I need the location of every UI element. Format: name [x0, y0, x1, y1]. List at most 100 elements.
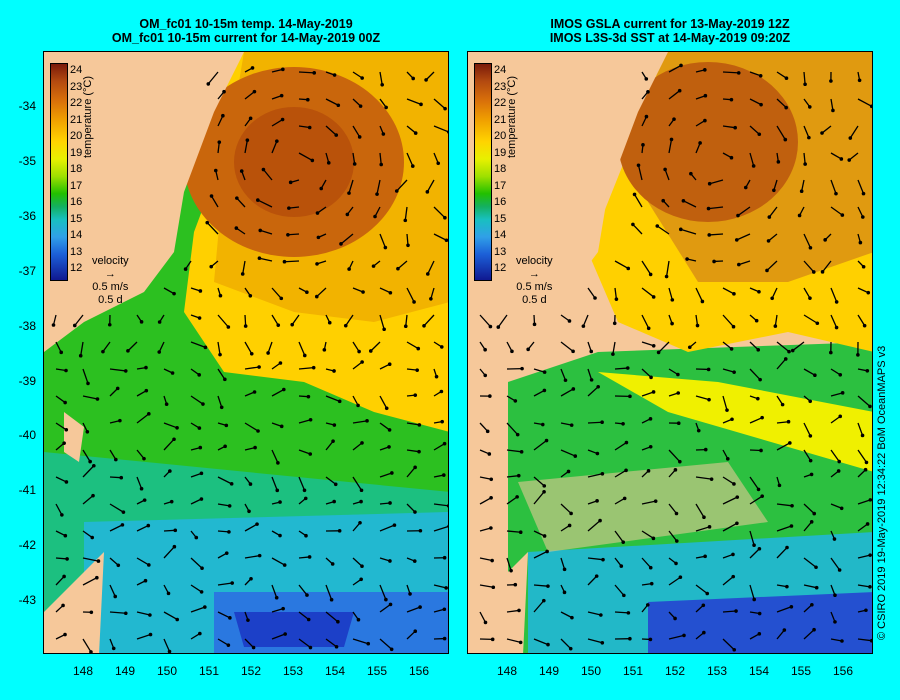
current-arrow-head-icon: [734, 238, 739, 242]
current-arrow-icon: [641, 341, 654, 347]
current-arrow-head-icon: [759, 102, 763, 107]
current-arrow-icon: [325, 476, 337, 485]
current-arrow-head-icon: [248, 482, 253, 486]
current-arrow-icon: [298, 125, 310, 129]
current-arrow-head-icon: [782, 628, 787, 632]
current-arrow-head-icon: [410, 164, 415, 168]
current-arrow-head-icon: [443, 106, 447, 111]
current-arrow-head-icon: [307, 125, 312, 130]
current-arrow-head-icon: [305, 290, 309, 295]
current-arrow-icon: [821, 125, 832, 134]
x-tick-label: 148: [73, 664, 94, 678]
current-arrow-icon: [217, 115, 224, 127]
current-arrow-head-icon: [736, 213, 740, 218]
current-arrow-head-icon: [327, 320, 332, 325]
current-arrow-icon: [298, 366, 314, 370]
current-arrow-icon: [396, 179, 408, 192]
current-arrow-icon: [244, 422, 259, 432]
x-tick-label: 153: [707, 664, 728, 678]
current-arrow-icon: [325, 440, 334, 451]
current-arrow-head-icon: [648, 417, 653, 421]
current-arrow-icon: [433, 125, 448, 133]
y-tick-label: -34: [18, 99, 36, 113]
colorbar-tick: 20: [494, 130, 507, 142]
current-arrow-head-icon: [86, 381, 90, 386]
current-arrow-head-icon: [696, 428, 701, 433]
current-arrow-head-icon: [600, 641, 605, 645]
current-arrow-head-icon: [834, 191, 838, 196]
current-arrow-head-icon: [563, 378, 568, 383]
current-arrow-icon: [206, 222, 219, 235]
current-arrow-head-icon: [520, 366, 524, 371]
current-arrow-head-icon: [424, 78, 428, 82]
current-arrow-head-icon: [624, 468, 628, 473]
current-arrow-icon: [190, 341, 206, 348]
current-arrow-head-icon: [600, 471, 605, 476]
current-arrow-head-icon: [655, 224, 660, 228]
current-arrow-icon: [614, 497, 626, 505]
left-current-arrows: [51, 66, 448, 653]
current-arrow-head-icon: [255, 522, 259, 526]
current-arrow-head-icon: [868, 404, 872, 409]
current-arrow-head-icon: [751, 164, 756, 168]
colorbar-tick: 15: [70, 212, 83, 225]
current-arrow-icon: [776, 358, 787, 370]
current-arrow-head-icon: [777, 483, 782, 488]
current-arrow-head-icon: [282, 387, 286, 392]
current-arrow-icon: [614, 611, 629, 614]
current-arrow-head-icon: [333, 482, 338, 487]
current-arrow-head-icon: [387, 362, 392, 367]
current-arrow-icon: [776, 341, 790, 353]
current-arrow-head-icon: [257, 365, 261, 369]
current-arrow-head-icon: [257, 553, 262, 558]
current-arrow-head-icon: [812, 627, 816, 632]
current-arrow-head-icon: [118, 418, 122, 423]
current-arrow-head-icon: [595, 451, 600, 456]
current-arrow-head-icon: [636, 163, 641, 168]
current-arrow-icon: [379, 422, 390, 431]
current-arrow-icon: [405, 314, 408, 327]
current-arrow-head-icon: [679, 63, 683, 68]
current-arrow-icon: [284, 260, 300, 263]
current-arrow-icon: [352, 361, 363, 370]
current-arrow-icon: [768, 233, 778, 242]
current-arrow-head-icon: [682, 633, 686, 638]
current-arrow-icon: [641, 391, 654, 397]
left-colorbar-label: temperature (°C): [82, 75, 94, 158]
right-colorbar: [474, 63, 492, 281]
current-arrow-icon: [560, 611, 573, 619]
current-arrow-icon: [352, 557, 363, 567]
current-arrow-icon: [325, 611, 339, 623]
current-arrow-head-icon: [413, 510, 417, 514]
current-arrow-head-icon: [119, 475, 124, 480]
current-arrow-icon: [406, 422, 420, 426]
current-arrow-icon: [664, 169, 670, 181]
current-arrow-icon: [325, 395, 340, 402]
current-arrow-head-icon: [542, 484, 547, 488]
velocity-key-duration: 0.5 d: [522, 294, 547, 306]
current-arrow-icon: [771, 287, 778, 299]
current-arrow-icon: [406, 98, 422, 105]
current-arrow-head-icon: [490, 637, 495, 642]
left-title-line2: OM_fc01 10-15m current for 14-May-2019 0…: [111, 31, 381, 45]
current-arrow-head-icon: [628, 636, 632, 641]
current-arrow-head-icon: [736, 71, 741, 75]
colorbar-tick: 19: [70, 146, 83, 159]
current-arrow-icon: [109, 584, 116, 597]
current-arrow-head-icon: [223, 377, 227, 382]
current-arrow-head-icon: [384, 406, 389, 411]
left-colorbar: [50, 63, 68, 281]
current-arrow-head-icon: [209, 194, 214, 198]
current-arrow-icon: [379, 152, 382, 165]
current-arrow-head-icon: [63, 533, 68, 538]
current-arrow-head-icon: [735, 521, 739, 526]
current-arrow-head-icon: [403, 324, 408, 328]
current-arrow-head-icon: [861, 215, 865, 219]
current-arrow-head-icon: [566, 469, 571, 474]
current-arrow-icon: [379, 314, 385, 330]
current-arrow-head-icon: [513, 399, 518, 403]
current-arrow-head-icon: [489, 477, 494, 482]
current-arrow-head-icon: [144, 365, 148, 370]
current-arrow-head-icon: [447, 524, 448, 528]
current-arrow-icon: [587, 421, 603, 424]
